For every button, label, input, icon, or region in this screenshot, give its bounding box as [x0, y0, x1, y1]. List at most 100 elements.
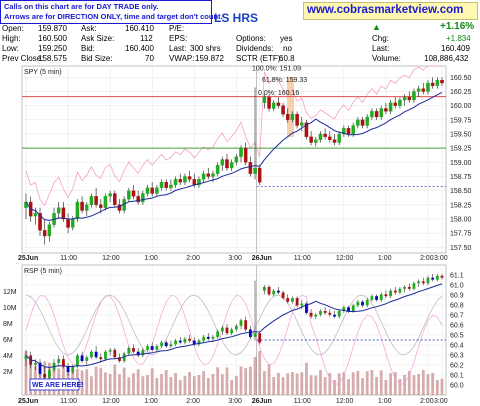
rsp-candle — [113, 349, 117, 358]
volume-tick-label: 10M — [3, 305, 17, 312]
volume-bar — [389, 373, 392, 395]
price-candle — [271, 102, 276, 109]
price-candle — [211, 173, 215, 177]
price-candle — [328, 136, 332, 140]
rsp-x-tick-label: 12:00 — [336, 398, 354, 405]
price-x-tick-label: 26Jun — [252, 255, 272, 260]
volume-bar — [403, 375, 407, 395]
price-candle — [94, 196, 98, 205]
rsp-candle — [61, 359, 65, 367]
rsp-candle — [244, 320, 248, 330]
rsp-pink-line — [25, 295, 443, 386]
rsp-candle — [351, 305, 355, 311]
price-candle — [145, 187, 150, 194]
price-candle — [141, 193, 145, 203]
volume-bar — [164, 370, 168, 395]
volume-bar — [393, 372, 397, 395]
volume-bar — [136, 369, 140, 395]
open-value: 159.870 — [38, 24, 67, 33]
bid-size-value: 70 — [145, 54, 154, 63]
price-candle — [239, 148, 243, 157]
rsp-candle — [412, 283, 416, 289]
price-candle — [356, 119, 360, 126]
rsp-candle — [375, 296, 378, 300]
price-candle — [318, 133, 323, 140]
rsp-candle — [277, 290, 280, 293]
callout-box — [29, 378, 80, 391]
volume-bar — [370, 370, 374, 395]
rsp-candle — [295, 298, 299, 306]
chg-value: +1.834 — [446, 34, 471, 43]
volume-bar — [178, 380, 182, 395]
price-x-tick-label: 12:00 — [102, 255, 120, 260]
volume-bar — [225, 367, 229, 395]
volume-tick-label: 8M — [3, 321, 13, 328]
ask-size-label: Ask Size: — [81, 34, 115, 43]
bid-value: 160.400 — [125, 44, 154, 53]
price-candle — [99, 204, 103, 208]
price-candle — [295, 114, 299, 126]
rsp-candle — [47, 370, 51, 378]
rsp-moving-average-line — [25, 283, 443, 368]
price-candle — [430, 82, 435, 86]
price-candle — [155, 187, 159, 194]
volume-bar — [300, 372, 304, 395]
price-x-tick-label: 25Jun — [18, 255, 38, 260]
price-candle — [421, 88, 426, 92]
volume-bar — [150, 368, 154, 395]
price-candle — [215, 165, 220, 174]
rsp-candle — [417, 281, 421, 284]
volume-bar — [426, 374, 430, 395]
price-candle — [164, 182, 168, 188]
rsp-plot-frame — [21, 264, 447, 396]
rsp-candle — [38, 362, 42, 374]
rsp-candle — [314, 314, 318, 317]
volume-bar — [361, 378, 364, 395]
volume-bar — [267, 364, 271, 395]
rsp-candle — [342, 307, 346, 311]
volume-bar — [258, 351, 262, 395]
volume-bar — [305, 362, 308, 395]
price-candle — [370, 111, 374, 118]
rsp-x-ticks: 25Jun 11:00 12:00 1:00 2:00 3:00 26Jun 11:00 12:… — [18, 398, 448, 405]
rsp-candle — [174, 340, 177, 345]
volume-bar — [277, 373, 280, 395]
price-x-tick-label: 11:00 — [294, 255, 311, 260]
price-candle — [225, 159, 229, 169]
rsp-candle — [281, 292, 285, 299]
price-y-tick-label: 159.00 — [450, 160, 472, 167]
volume-label: Volume: — [372, 54, 401, 63]
volume-bar — [440, 378, 444, 395]
site-url[interactable]: www.cobrasmarketview.com — [307, 4, 464, 16]
price-candle — [379, 108, 383, 118]
open-label: Open: — [2, 24, 24, 33]
price-candle — [337, 133, 341, 143]
high-value: 160.500 — [38, 34, 67, 43]
rsp-candle — [431, 277, 435, 280]
rsp-candle — [197, 340, 201, 345]
change-percent: +1.16% — [440, 21, 475, 32]
rsp-candle — [118, 357, 121, 361]
price-y-tick-label: 160.25 — [450, 89, 472, 96]
rsp-candle — [267, 286, 271, 295]
volume-bar — [122, 367, 126, 395]
last-label: Last: — [169, 44, 187, 53]
price-y-tick-label: 158.75 — [450, 174, 472, 181]
rsp-candle — [248, 329, 252, 337]
dividends-label: Dividends: — [236, 44, 274, 53]
rsp-y-tick-label: 61.1 — [450, 273, 464, 280]
volume-bar — [248, 366, 252, 395]
high-label: High: — [2, 34, 21, 43]
rsp-candle — [258, 333, 262, 343]
rsp-candle — [178, 340, 182, 343]
rsp-candle — [300, 303, 304, 306]
price-candle — [281, 105, 285, 115]
price-candle — [42, 230, 47, 237]
volume-bar — [412, 375, 416, 395]
volume-bar — [132, 373, 135, 395]
rsp-candle — [216, 331, 220, 337]
rsp-candle — [66, 366, 70, 373]
rsp-y-tick-label: 60.2 — [450, 363, 464, 370]
rsp-y-tick-label: 60.3 — [450, 353, 464, 360]
bid-size-label: Bid Size: — [81, 54, 113, 63]
